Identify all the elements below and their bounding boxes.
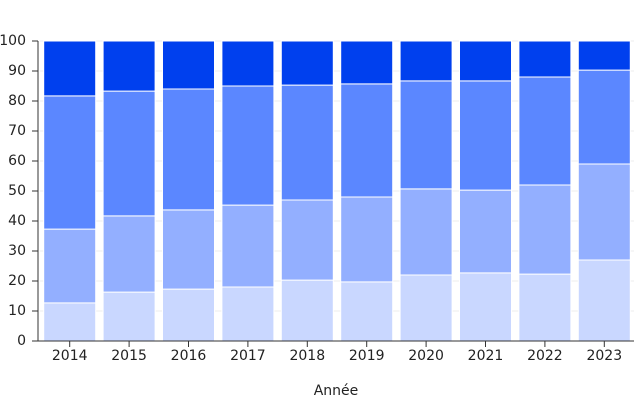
bar-segment (340, 83, 394, 198)
bar-segment (280, 199, 334, 281)
bar-segment (221, 85, 275, 206)
bar-segment (102, 40, 156, 92)
bar-segment (577, 69, 631, 165)
y-tick-label: 70 (8, 123, 26, 139)
bar-segment (340, 196, 394, 283)
x-tick-label: 2017 (230, 348, 266, 364)
bar-segment (162, 288, 215, 342)
bar-segment (280, 84, 334, 201)
bar-segment (43, 302, 97, 342)
bar-segment (577, 163, 631, 261)
bar-segment (162, 209, 215, 290)
bar-segment (102, 215, 156, 293)
y-tick-label: 40 (8, 213, 26, 229)
x-tick-label: 2020 (408, 348, 444, 364)
x-tick-label: 2023 (586, 348, 622, 364)
x-tick-label: 2019 (349, 348, 385, 364)
bar-segment (399, 40, 453, 82)
x-tick-label: 2021 (468, 348, 504, 364)
bar-segment (280, 279, 334, 342)
bar-segment (221, 204, 275, 288)
y-tick-label: 0 (17, 333, 26, 349)
bar-segment (221, 40, 275, 87)
bar-segment (340, 281, 394, 342)
bar-segment (43, 40, 97, 97)
bar-segment (102, 291, 156, 342)
x-axis-label: Année (314, 383, 359, 399)
bar-segment (577, 40, 631, 71)
bar-segment (102, 90, 156, 217)
bar-segment (43, 228, 97, 304)
y-tick-label: 80 (8, 93, 26, 109)
x-tick-label: 2022 (527, 348, 563, 364)
x-tick-label: 2018 (289, 348, 325, 364)
x-tick-label: 2014 (52, 348, 88, 364)
bar-segment (43, 95, 97, 230)
bar-segment (518, 273, 572, 342)
x-tick-label: 2015 (111, 348, 147, 364)
bar-segment (221, 286, 275, 342)
bar-segment (399, 274, 453, 342)
bar-segment (280, 40, 334, 86)
bar-segment (459, 189, 512, 274)
bar-segment (459, 80, 512, 191)
bar-segment (459, 40, 512, 82)
bar-segment (399, 188, 453, 276)
bar-segment (459, 272, 512, 342)
y-tick-label: 20 (8, 273, 26, 289)
y-tick-label: 100 (0, 33, 26, 49)
y-tick-label: 60 (8, 153, 26, 169)
bar-segment (340, 40, 394, 85)
bar-segment (518, 76, 572, 186)
y-tick-label: 90 (8, 63, 26, 79)
bar-segment (399, 80, 453, 190)
y-tick-label: 10 (8, 303, 26, 319)
bar-segment (162, 88, 215, 211)
y-tick-label: 30 (8, 243, 26, 259)
bar-segment (518, 184, 572, 275)
bar-segment (162, 40, 215, 90)
bar-segment (577, 259, 631, 342)
bar-segment (518, 40, 572, 78)
x-tick-label: 2016 (171, 348, 207, 364)
y-tick-label: 50 (8, 183, 26, 199)
